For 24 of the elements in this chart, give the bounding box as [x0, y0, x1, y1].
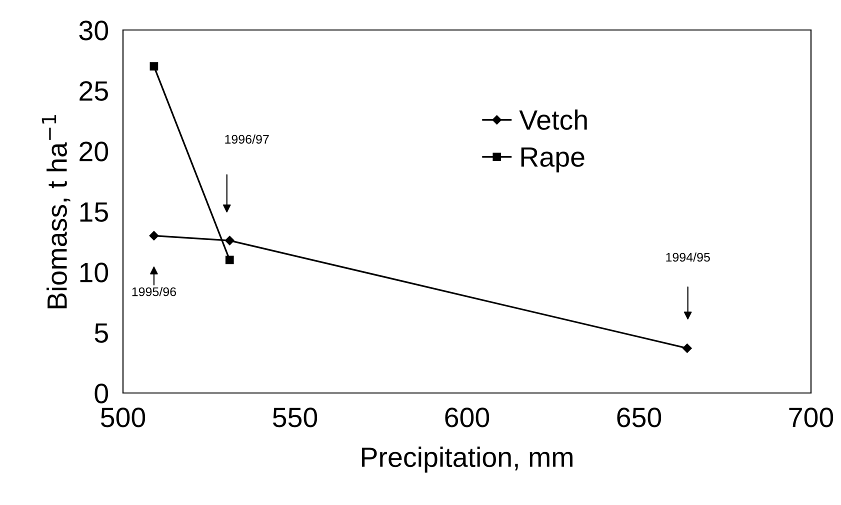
y-tick-label: 30	[79, 20, 108, 40]
point	[149, 231, 159, 240]
x-tick-label: 700	[789, 408, 834, 428]
x-tick-label: 600	[445, 408, 490, 428]
x-tick-label: 650	[617, 408, 662, 428]
point	[682, 344, 692, 353]
annotation: 1995/96	[132, 287, 176, 296]
legend-label: Rape	[521, 147, 584, 172]
y-tick-label: 0	[94, 384, 108, 404]
x-tick-label: 550	[272, 408, 318, 428]
y-tick-label: 15	[80, 202, 108, 222]
y-tick-label: 25	[80, 81, 108, 101]
annotation: 1996/97	[225, 134, 269, 144]
y-tick-label: 20	[80, 142, 108, 162]
point	[225, 236, 234, 246]
annotation: 1994/95	[666, 252, 710, 262]
point	[225, 256, 234, 264]
x-tick-label: 500	[100, 408, 146, 428]
y-tick-label: 10	[80, 262, 108, 282]
x-axis-title: Precipitation, mm	[362, 446, 572, 473]
y-axis-title: Biomass, t ha$^{−1}$	[42, 115, 70, 308]
point	[150, 62, 158, 70]
y-tick-label: 5	[94, 323, 108, 343]
legend-label: Vetch	[519, 109, 587, 130]
